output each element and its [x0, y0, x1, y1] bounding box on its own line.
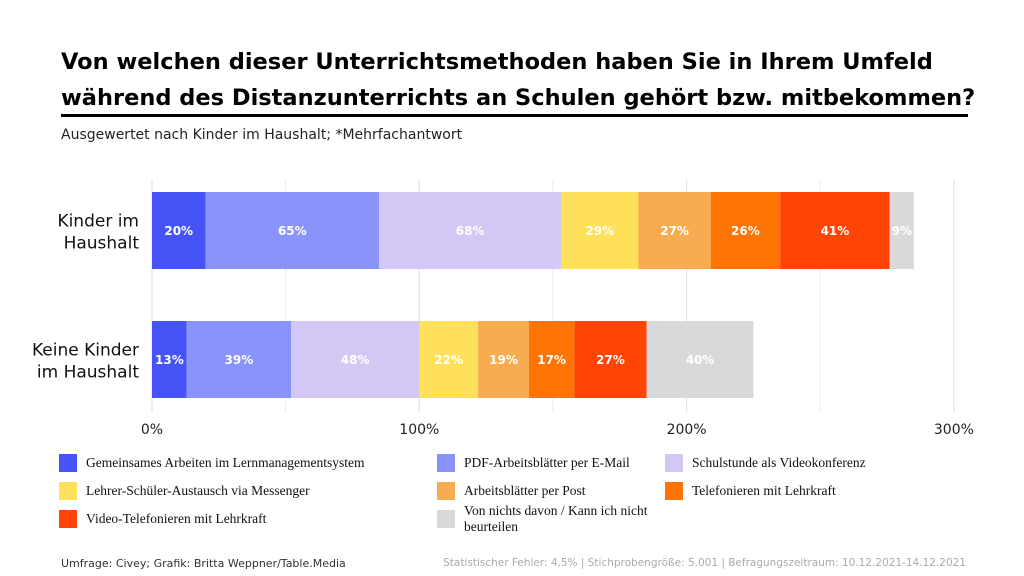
chart-title-line-2: während des Distanzunterrichts an Schule…: [61, 85, 976, 111]
legend-item: PDF-Arbeitsblätter per E-Mail: [437, 453, 665, 473]
category-label: Kinder im Haushalt: [57, 212, 139, 254]
legend-swatch: [665, 454, 683, 472]
bar-value-label: 68%: [456, 224, 485, 238]
category-label-line: Keine Kinder: [32, 341, 139, 361]
legend-swatch: [437, 454, 455, 472]
bar-segment: [646, 321, 754, 398]
category-label-line: Haushalt: [64, 234, 140, 254]
legend-label: Von nichts davon / Kann ich nicht beurte…: [464, 503, 648, 534]
bar-segment: [186, 321, 291, 398]
legend-swatch: [59, 482, 77, 500]
bar-value-label: 27%: [660, 224, 689, 238]
bar-value-label: 19%: [489, 353, 518, 367]
legend-item: Lehrer-Schüler-Austausch via Messenger: [59, 481, 437, 501]
legend-swatch: [437, 482, 455, 500]
legend-item: Von nichts davon / Kann ich nicht beurte…: [437, 503, 665, 534]
bar-value-label: 22%: [434, 353, 463, 367]
survey-note: Statistischer Fehler: 4,5% | Stichproben…: [443, 557, 966, 569]
bar-value-label: 26%: [731, 224, 760, 238]
bar-value-label: 40%: [686, 353, 715, 367]
bar-segment: [419, 321, 479, 398]
category-label-line: Kinder im: [57, 212, 139, 232]
stacked-bar-chart: 0% 100% 200% 300% 20% 65% 68% 29% 27% 26% 41% 9% Kin…: [32, 180, 974, 438]
title-underline: [61, 114, 968, 117]
bar-segment: [638, 192, 711, 269]
category-label-line: im Haushalt: [37, 363, 139, 383]
chart-subtitle: Ausgewertet nach Kinder im Haushalt; *Me…: [61, 127, 463, 143]
bar-segment: [574, 321, 647, 398]
bar-value-label: 17%: [537, 353, 566, 367]
bar-value-label: 9%: [892, 224, 912, 238]
legend-label: Telefonieren mit Lehrkraft: [692, 483, 836, 498]
bar-value-label: 48%: [341, 353, 370, 367]
legend-swatch: [59, 454, 77, 472]
bar-segment: [528, 321, 575, 398]
bar-segment: [152, 192, 206, 269]
source-credit: Umfrage: Civey; Grafik: Britta Weppner/T…: [61, 557, 346, 570]
legend-item: Gemeinsames Arbeiten im Lernmanagementsy…: [59, 453, 437, 473]
bar-segment: [710, 192, 781, 269]
legend-item: Arbeitsblätter per Post: [437, 481, 665, 501]
legend-swatch: [665, 482, 683, 500]
x-tick-label: 100%: [399, 422, 439, 438]
legend-label: Lehrer-Schüler-Austausch via Messenger: [86, 483, 310, 498]
chart-title-line-1: Von welchen dieser Unterrichtsmethoden h…: [61, 49, 933, 75]
bar-segment: [152, 321, 187, 398]
x-tick-label: 300%: [934, 422, 974, 438]
legend-item: Video-Telefonieren mit Lehrkraft: [59, 509, 437, 529]
legend-item: Telefonieren mit Lehrkraft: [665, 481, 945, 501]
bar-value-label: 39%: [225, 353, 254, 367]
x-tick-label: 0%: [141, 422, 163, 438]
legend-label: Video-Telefonieren mit Lehrkraft: [86, 511, 267, 526]
bar-segment: [379, 192, 561, 269]
bar-value-label: 41%: [821, 224, 850, 238]
legend-swatch: [59, 510, 77, 528]
legend-label: Arbeitsblätter per Post: [464, 483, 586, 498]
bar-segment: [560, 192, 639, 269]
bar-segment: [478, 321, 529, 398]
legend-item: Schulstunde als Videokonferenz: [665, 453, 945, 473]
legend-label: Gemeinsames Arbeiten im Lernmanagementsy…: [86, 455, 365, 470]
bar-segment: [780, 192, 890, 269]
bar-value-label: 29%: [585, 224, 614, 238]
bar-segment: [889, 192, 914, 269]
chart-title: Von welchen dieser Unterrichtsmethoden h…: [61, 44, 1001, 116]
category-label: Keine Kinder im Haushalt: [32, 341, 139, 383]
legend-label: PDF-Arbeitsblätter per E-Mail: [464, 455, 630, 470]
bar-value-label: 27%: [596, 353, 625, 367]
bar-value-label: 65%: [278, 224, 307, 238]
bar-value-label: 20%: [164, 224, 193, 238]
legend-label: Schulstunde als Videokonferenz: [692, 455, 866, 470]
bar-segment: [290, 321, 420, 398]
chart-legend: Gemeinsames Arbeiten im Lernmanagementsy…: [59, 453, 979, 534]
bar-segment: [205, 192, 380, 269]
bar-value-label: 13%: [155, 353, 184, 367]
legend-swatch: [437, 510, 455, 528]
x-tick-label: 200%: [667, 422, 707, 438]
